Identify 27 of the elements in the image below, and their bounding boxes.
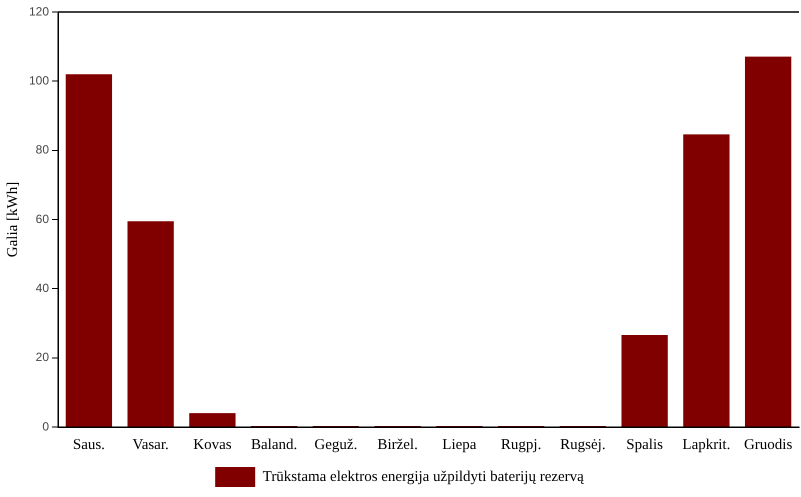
x-tick-label: Rugpj. <box>500 436 542 453</box>
y-tick-label: 40 <box>36 280 50 295</box>
y-tick-label: 80 <box>36 142 50 157</box>
x-tick-label: Geguž. <box>314 436 358 453</box>
bar <box>127 221 174 426</box>
x-tick-label: Liepa <box>442 436 477 453</box>
x-tick-label: Kovas <box>193 436 232 453</box>
bar <box>744 56 792 426</box>
x-tick-label: Gruodis <box>744 436 792 453</box>
x-tick-label: Vasar. <box>132 436 169 453</box>
bar <box>189 413 236 426</box>
x-tick-label: Spalis <box>626 436 664 453</box>
bar <box>683 134 730 426</box>
bar <box>66 74 112 426</box>
bar <box>621 335 668 426</box>
x-tick-label: Saus. <box>72 436 105 453</box>
legend-label: Trūkstama elektros energija užpildyti baterijų rezervą <box>262 468 584 485</box>
y-tick-label: 120 <box>28 4 50 18</box>
y-tick-label: 60 <box>36 212 50 226</box>
y-tick-label: 0 <box>42 419 50 434</box>
x-tick-label: Rugsėj. <box>560 436 606 453</box>
y-tick-label: 20 <box>36 350 50 364</box>
x-tick-label: Biržel. <box>377 436 418 453</box>
x-tick-label: Baland. <box>251 436 298 453</box>
x-tick-label: Lapkrit. <box>682 436 730 453</box>
y-axis-title: Galia [kWh] <box>4 182 21 258</box>
y-tick-label: 100 <box>28 73 50 88</box>
